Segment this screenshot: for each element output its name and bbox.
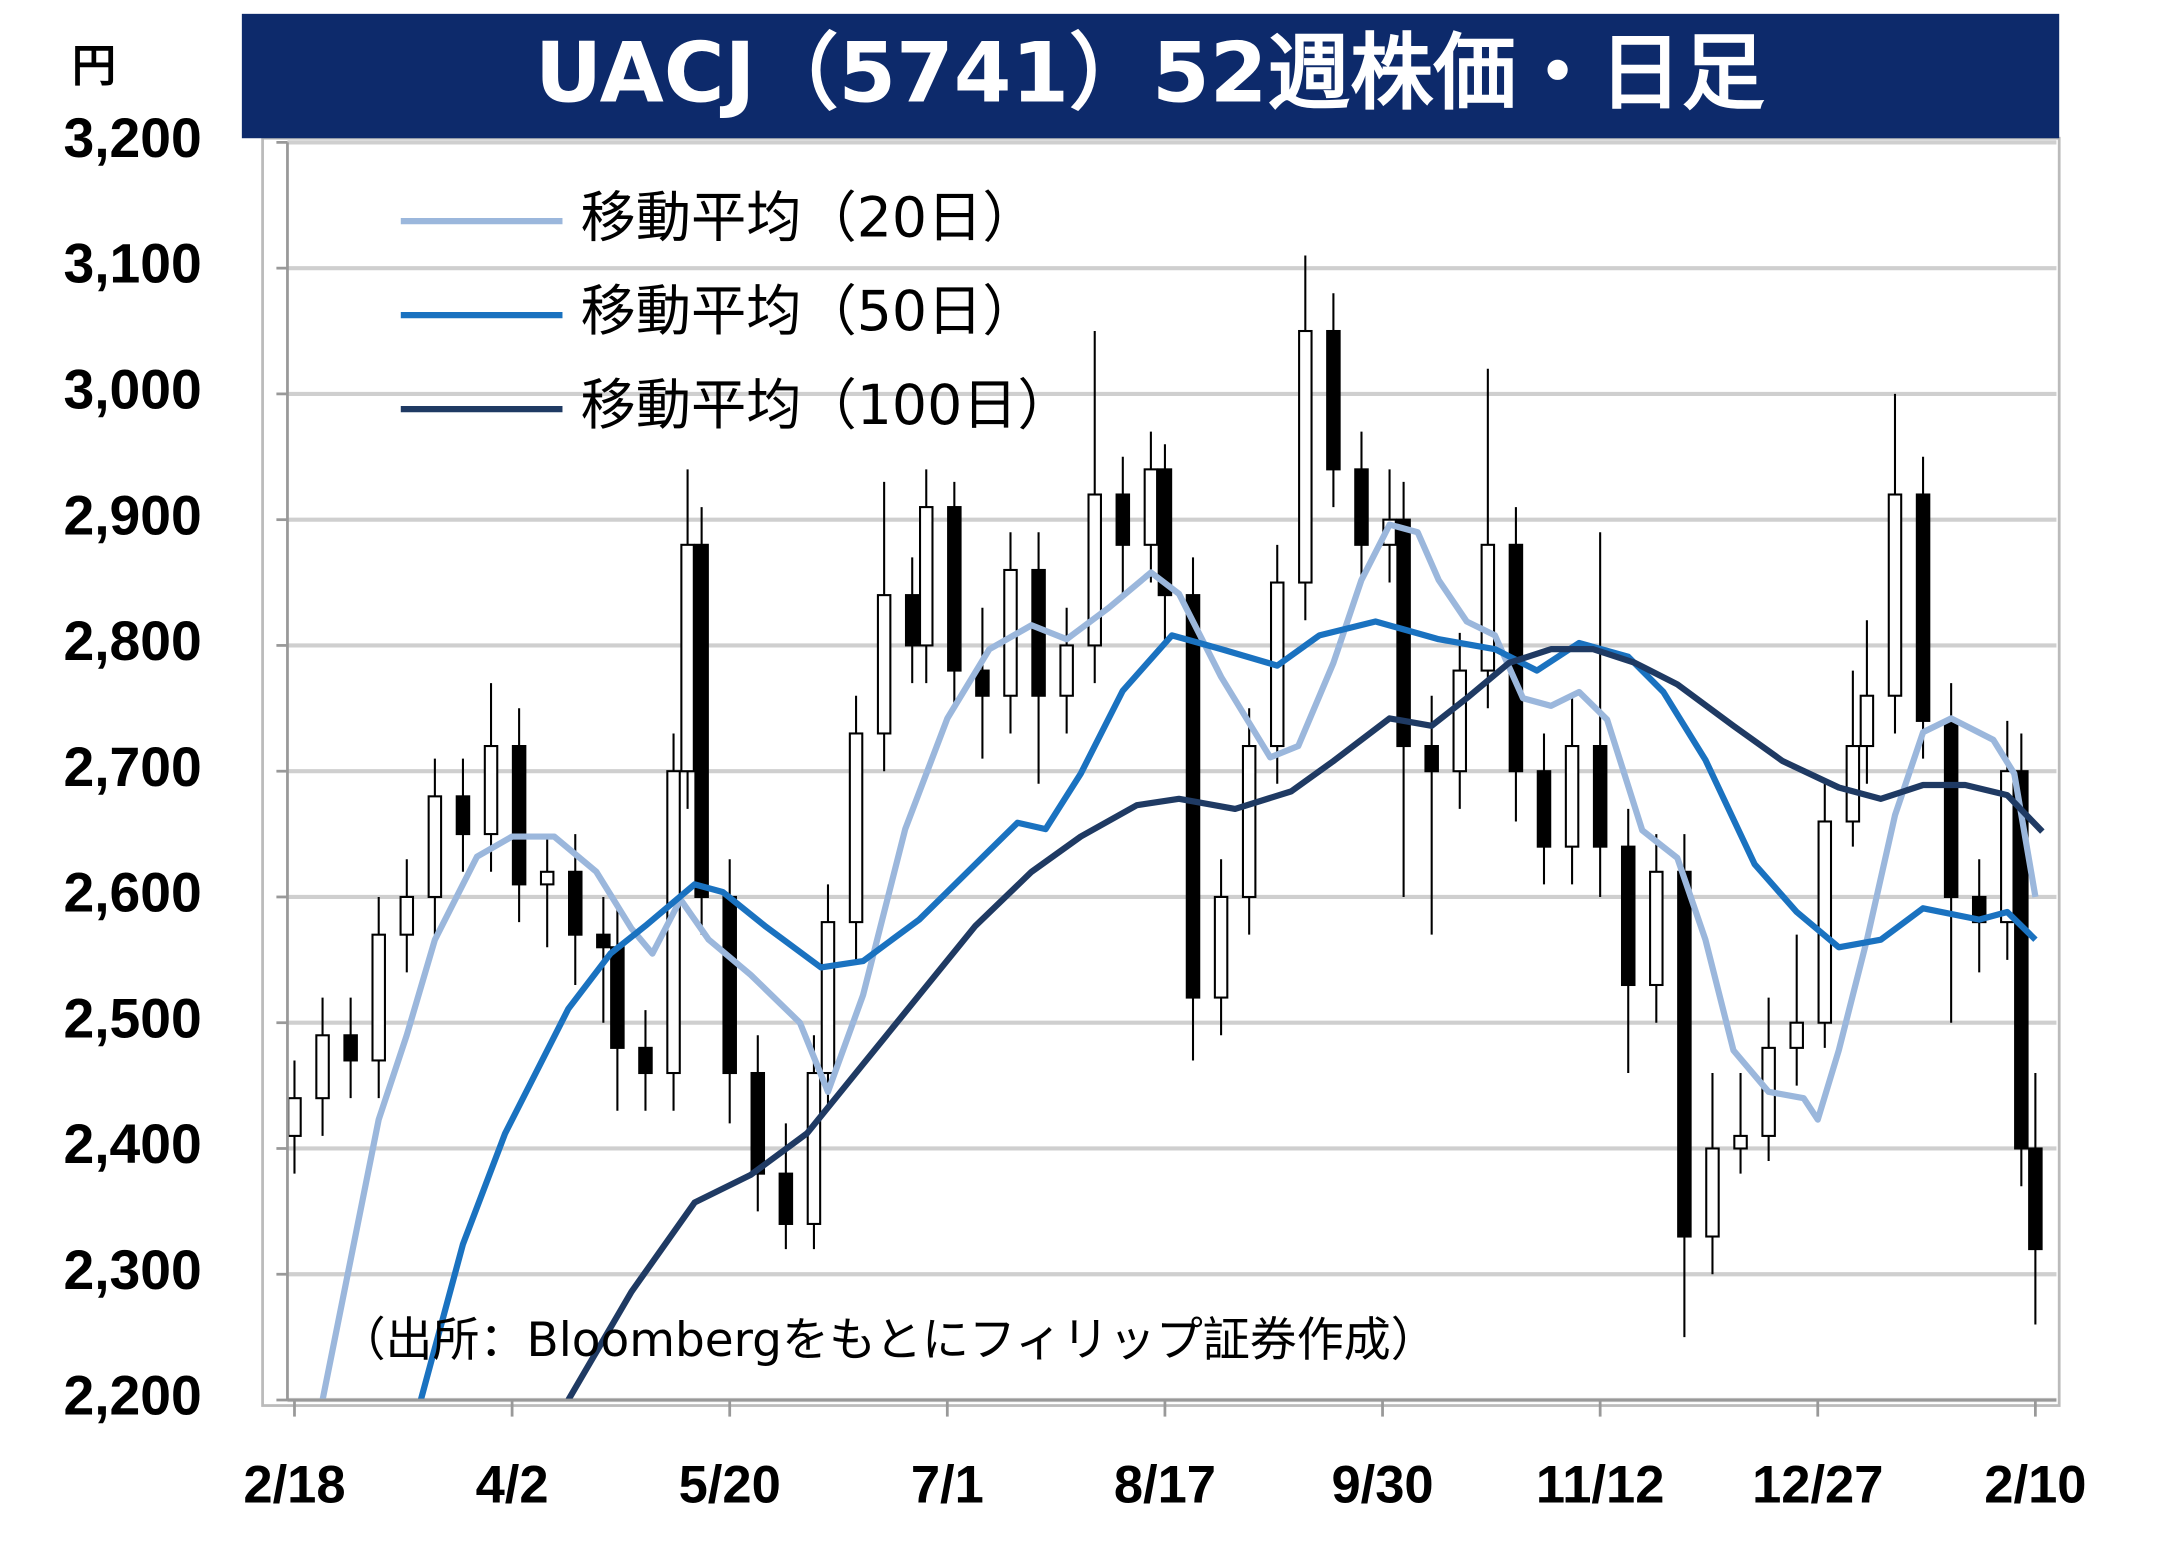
- x-tick-label: 7/1: [911, 1455, 984, 1514]
- candle-body: [1143, 468, 1159, 546]
- candle-body: [694, 543, 709, 898]
- y-tick-label: 2,200: [63, 1365, 201, 1427]
- candle-body: [1115, 493, 1131, 546]
- candle-body: [343, 1034, 358, 1062]
- y-tick-label: 3,100: [63, 233, 201, 295]
- candle-body: [1915, 493, 1931, 722]
- legend-label: 移動平均（20日）: [580, 186, 1037, 250]
- candle-body: [511, 745, 527, 886]
- candle-body: [1620, 845, 1636, 987]
- x-tick-label: 9/30: [1331, 1455, 1433, 1514]
- x-tick-label: 8/17: [1114, 1455, 1216, 1514]
- candle-body: [1157, 468, 1173, 597]
- candle-body: [1059, 644, 1074, 697]
- moving-average-line: [319, 521, 2039, 1401]
- candle-body: [848, 732, 864, 924]
- candle-body: [371, 933, 386, 1062]
- moving-average-line: [417, 618, 2038, 1401]
- candle-body: [1789, 1021, 1804, 1049]
- x-tick-label: 12/27: [1752, 1455, 1883, 1514]
- candle-body: [1592, 745, 1608, 848]
- candle-body: [1298, 329, 1313, 584]
- y-tick-label: 3,000: [63, 359, 201, 421]
- candle-body: [2028, 1147, 2043, 1251]
- candle-body: [1859, 694, 1875, 748]
- y-tick-label: 2,500: [63, 987, 201, 1049]
- candle-body: [287, 1097, 302, 1137]
- candle-body: [568, 870, 583, 936]
- candle-body: [315, 1034, 330, 1100]
- candle-body: [610, 946, 625, 1049]
- candle-body: [2000, 770, 2015, 924]
- candle-body: [680, 543, 695, 773]
- candle-body: [947, 506, 962, 672]
- legend-label: 移動平均（100日）: [580, 374, 1072, 438]
- x-tick-label: 4/2: [476, 1455, 549, 1514]
- candle-body: [1480, 543, 1496, 672]
- x-tick-label: 2/10: [1984, 1455, 2086, 1514]
- y-tick-label: 2,300: [63, 1239, 201, 1301]
- candle-body: [722, 895, 737, 1075]
- y-unit: 円: [72, 41, 116, 92]
- candle-body: [1326, 329, 1341, 471]
- candle-body: [427, 795, 443, 898]
- candle-body: [778, 1172, 794, 1225]
- candle-body: [638, 1046, 653, 1075]
- y-tick-label: 3,200: [63, 107, 201, 169]
- y-tick-label: 2,700: [63, 736, 201, 798]
- candle-body: [1705, 1147, 1720, 1238]
- candle-body: [975, 669, 990, 697]
- y-tick-label: 2,600: [63, 862, 201, 924]
- candle-body: [750, 1071, 766, 1175]
- candle-body: [1354, 468, 1369, 546]
- candle-body: [1817, 820, 1833, 1024]
- candle-body: [1564, 745, 1580, 848]
- candle-body: [820, 921, 836, 1075]
- candle-body: [1185, 594, 1201, 999]
- candle-body: [1845, 745, 1861, 823]
- candle-body: [1536, 770, 1552, 848]
- candle-body: [596, 933, 611, 949]
- candle-body: [806, 1071, 822, 1225]
- candle-body: [1677, 870, 1692, 1238]
- candle-body: [1943, 719, 1959, 898]
- candle-body: [483, 745, 499, 836]
- y-tick-label: 2,900: [63, 484, 201, 546]
- x-tick-label: 11/12: [1536, 1455, 1664, 1514]
- candle-body: [455, 795, 471, 836]
- candle-body: [399, 895, 415, 936]
- candle-body: [1213, 895, 1229, 999]
- title-bar: [241, 13, 2060, 139]
- axes: 2,200 2,300 2,400 2,500 2,600 2,700 2,800 2,900…: [63, 107, 2086, 1514]
- candle-body: [539, 870, 555, 886]
- plot-area: [287, 255, 2045, 1401]
- legend-label: 移動平均（50日）: [580, 280, 1037, 344]
- candle-body: [919, 506, 934, 647]
- candle-body: [876, 594, 892, 735]
- source-note: （出所：Bloombergをもとにフィリップ証券作成）: [339, 1313, 1438, 1368]
- candle-body: [1424, 745, 1439, 773]
- candle-body: [1733, 1134, 1748, 1150]
- x-tick-label: 2/18: [243, 1455, 345, 1514]
- chart-title: UACJ（5741）52週株価・日足: [535, 25, 1765, 122]
- moving-average-line: [565, 646, 2045, 1401]
- candle-body: [1452, 669, 1468, 773]
- candle-body: [1649, 870, 1664, 987]
- grid: [287, 140, 2057, 1403]
- candle-body: [1241, 745, 1257, 898]
- x-tick-label: 5/20: [679, 1455, 781, 1514]
- legend: 移動平均（20日） 移動平均（50日） 移動平均（100日）: [400, 186, 1073, 438]
- candle-body: [904, 594, 920, 647]
- y-tick-label: 2,800: [63, 610, 201, 672]
- candle-body: [2014, 770, 2029, 1150]
- candle-body: [1087, 493, 1102, 647]
- candle-body: [1887, 493, 1903, 697]
- y-tick-label: 2,400: [63, 1113, 201, 1175]
